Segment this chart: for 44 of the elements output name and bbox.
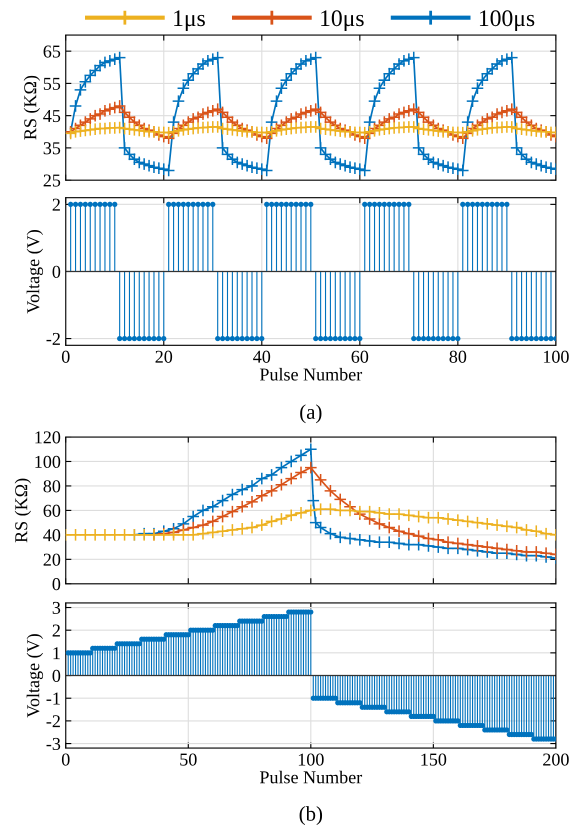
legend-label: 10μs bbox=[321, 10, 364, 32]
y-tick-label: -3 bbox=[46, 738, 60, 750]
text: (a) bbox=[300, 404, 322, 424]
legend-label: 1μs bbox=[174, 10, 205, 32]
y-tick-label: 3 bbox=[52, 602, 60, 614]
y-tick-label: 120 bbox=[35, 431, 60, 444]
x-tick-label: 40 bbox=[253, 350, 270, 363]
x-tick-label: 150 bbox=[421, 753, 446, 766]
x-tick-label: 100 bbox=[298, 753, 324, 766]
x-tick-label: 60 bbox=[352, 350, 368, 363]
y-tick-label: 80 bbox=[44, 480, 60, 492]
y-tick-label: -1 bbox=[46, 692, 60, 704]
x-axis-title: Pulse Number bbox=[260, 770, 362, 784]
y-axis-title: RS (KΩ) bbox=[14, 478, 32, 542]
y-tick-label: 0 bbox=[52, 578, 60, 590]
y-tick-label: -2 bbox=[46, 715, 60, 728]
y-tick-label: 45 bbox=[43, 110, 60, 122]
x-tick-label: 80 bbox=[450, 350, 466, 363]
y-tick-label: 2 bbox=[52, 198, 60, 211]
text: (b) bbox=[300, 806, 322, 826]
x-tick-label: 0 bbox=[62, 753, 70, 766]
y-tick-label: 25 bbox=[44, 174, 60, 187]
y-axis-title: Voltage (V) bbox=[26, 634, 44, 718]
y-tick-label: 20 bbox=[44, 554, 60, 566]
x-axis-title: Pulse Number bbox=[260, 368, 362, 381]
y-tick-label: 1 bbox=[53, 647, 60, 660]
y-axis-title: Voltage (V) bbox=[26, 230, 44, 314]
legend-label: 100μs bbox=[480, 10, 534, 32]
x-tick-label: 0 bbox=[62, 350, 70, 363]
y-tick-label: 65 bbox=[44, 45, 60, 58]
y-tick-label: 0 bbox=[52, 670, 60, 682]
y-axis-title: RS (KΩ) bbox=[24, 76, 40, 140]
x-tick-label: 20 bbox=[156, 350, 172, 363]
y-tick-label: -2 bbox=[46, 332, 60, 345]
x-tick-label: 100 bbox=[544, 350, 569, 363]
y-tick-label: 2 bbox=[52, 624, 60, 636]
y-tick-label: 60 bbox=[44, 504, 60, 517]
y-tick-label: 55 bbox=[44, 78, 60, 90]
x-tick-label: 200 bbox=[543, 753, 569, 766]
y-tick-label: 35 bbox=[44, 142, 60, 154]
y-tick-label: 0 bbox=[52, 266, 60, 278]
y-tick-label: 40 bbox=[43, 529, 60, 542]
x-tick-label: 50 bbox=[180, 753, 197, 766]
y-tick-label: 100 bbox=[35, 456, 60, 468]
